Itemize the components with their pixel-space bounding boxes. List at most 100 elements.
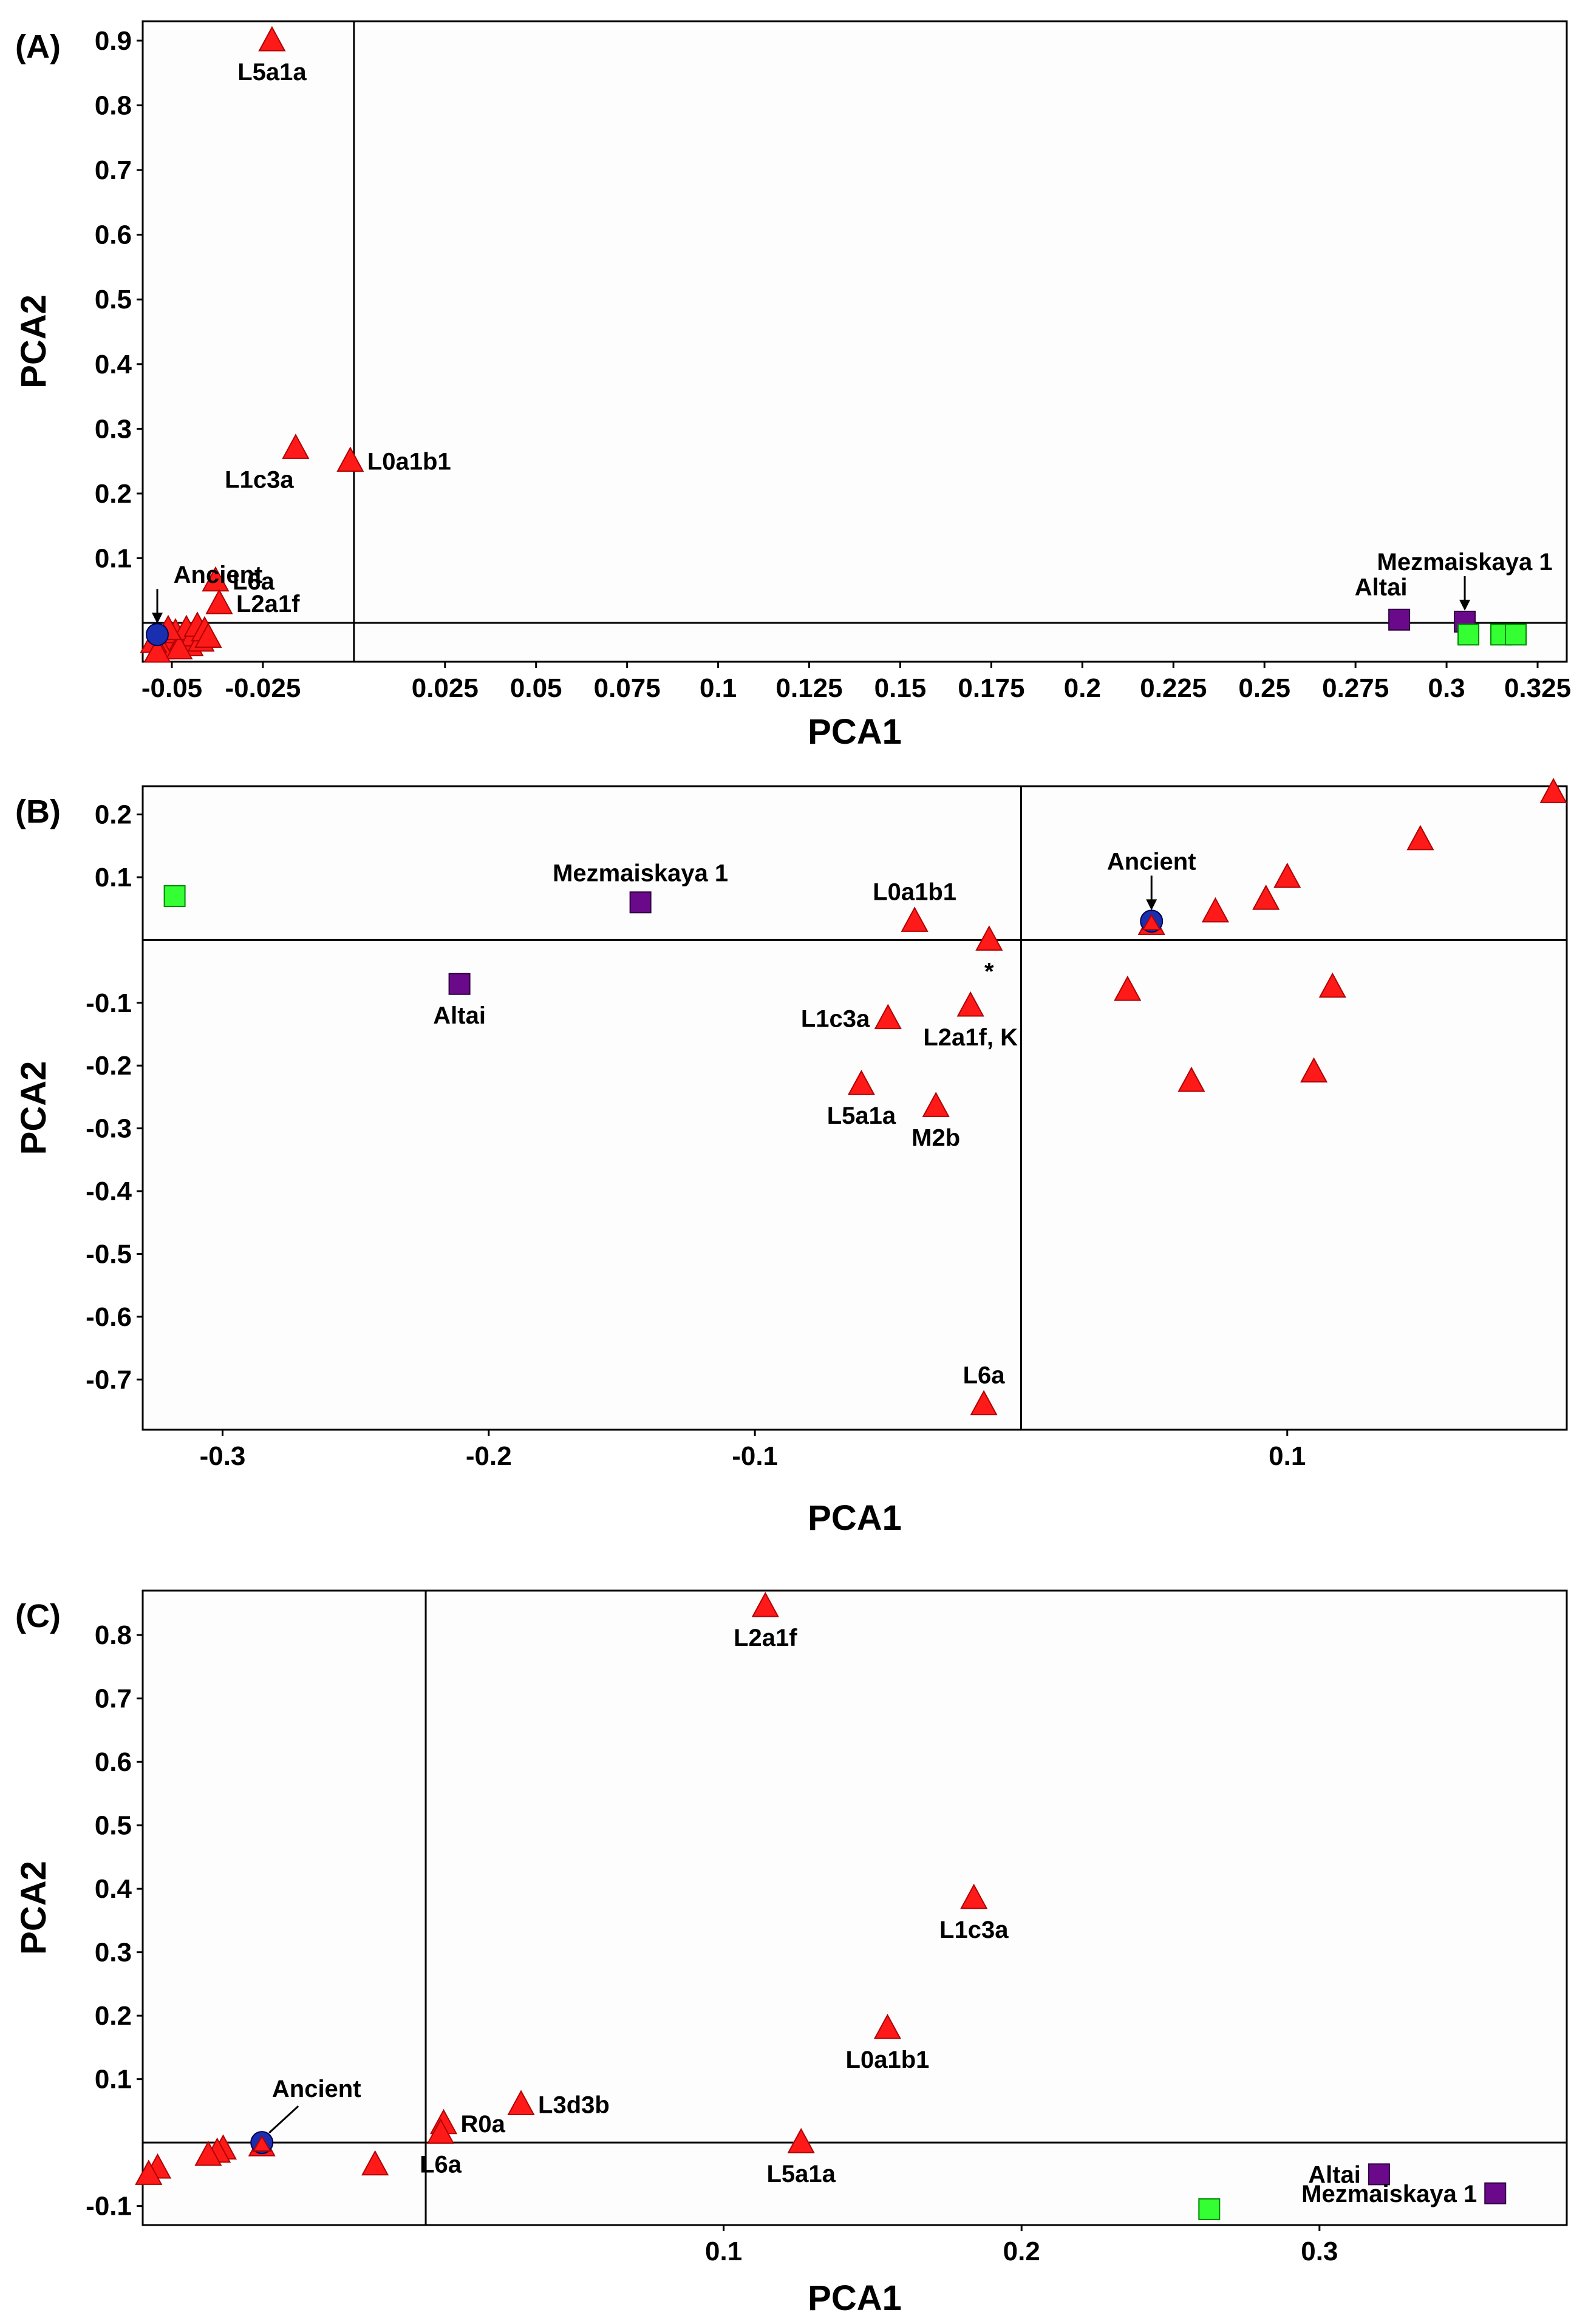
- modern-human-point: [1539, 778, 1567, 803]
- x-tick-label: 0.25: [1238, 673, 1290, 703]
- arrowhead-icon: [1459, 599, 1471, 611]
- point-label: L6a: [233, 568, 275, 595]
- modern-human-point: [975, 925, 1003, 951]
- point-label: L6a: [963, 1362, 1006, 1389]
- modern-human-point: [507, 2090, 535, 2115]
- plot-frame: [141, 785, 1568, 1431]
- label-arrow: [268, 2105, 299, 2134]
- arrowhead-icon: [1146, 899, 1157, 911]
- modern-human-point: [427, 2118, 455, 2144]
- y-axis-label: PCA2: [14, 1861, 53, 1955]
- modern-human-point: [336, 446, 364, 472]
- modern-human-point: [1406, 824, 1434, 851]
- panel-label: (A): [15, 29, 61, 65]
- point-label: L1c3a: [939, 1917, 1009, 1943]
- panel-a: (A) -0.05 -0.025 0.025 0.05 0.075 0.1 0.125 0.15…: [14, 20, 1571, 752]
- x-tick-label: 0.15: [874, 673, 927, 703]
- y-tick-label: 0.2: [95, 2001, 132, 2031]
- y-tick-label: 0.7: [95, 155, 132, 185]
- modern-human-point: [143, 637, 171, 663]
- y-tick-label: 0.2: [95, 800, 132, 830]
- x-tick-label: 0.125: [775, 673, 842, 703]
- x-tick-label: 0.275: [1322, 673, 1389, 703]
- point-label: Ancient: [174, 562, 263, 588]
- point-label: L0a1b1: [846, 2047, 930, 2073]
- point-label: Mezmaiskaya 1: [553, 860, 728, 886]
- modern-human-point: [1300, 1057, 1328, 1083]
- y-tick-label: -0.1: [86, 988, 132, 1018]
- modern-human-point: [258, 25, 286, 52]
- point-label: L3d3b: [538, 2091, 610, 2118]
- x-tick-label: 0.075: [594, 673, 661, 703]
- x-tick-label: -0.2: [466, 1441, 512, 1471]
- modern-human-point: [970, 1390, 998, 1416]
- modern-human-point: [1142, 914, 1161, 931]
- neanderthal-point: [1388, 608, 1411, 631]
- neanderthal-point: [1484, 2182, 1507, 2204]
- point-label: L5a1a: [766, 2161, 836, 2187]
- modern-human-point: [956, 991, 984, 1017]
- y-tick-label: -0.6: [86, 1302, 132, 1332]
- modern-human-point: [1252, 885, 1280, 910]
- modern-human-point: [901, 906, 929, 932]
- point-label: Ancient: [272, 2076, 361, 2102]
- y-tick-label: -0.2: [86, 1051, 132, 1081]
- y-tick-label: 0.5: [95, 1811, 132, 1841]
- point-label: L5a1a: [827, 1103, 896, 1129]
- arrowhead-icon: [151, 613, 163, 624]
- modern-human-point: [202, 566, 230, 592]
- point-label: Ancient: [1107, 848, 1196, 875]
- modern-human-point: [873, 2013, 902, 2039]
- x-tick-label: 0.225: [1140, 673, 1207, 703]
- denisovan-point: [1457, 623, 1480, 646]
- y-tick-label: 0.7: [95, 1684, 132, 1714]
- x-tick-label: 0.025: [412, 673, 479, 703]
- y-tick-label: 0.5: [95, 285, 132, 314]
- plot-frame: [141, 1589, 1568, 2226]
- point-label: L2a1f: [734, 1625, 797, 1651]
- panel-b: (B) -0.3 -0.2 -0.1 0.1 0.2 0.1 -0.1 -0.2 -0.3 -0.4…: [14, 778, 1568, 1538]
- point-label: M2b: [912, 1124, 960, 1151]
- modern-human-point: [787, 2128, 815, 2153]
- x-tick-label: 0.1: [1269, 1441, 1306, 1471]
- point-label: Altai: [1355, 574, 1408, 601]
- y-tick-label: -0.5: [86, 1239, 132, 1269]
- modern-human-point: [165, 634, 193, 660]
- point-label: *: [984, 958, 994, 985]
- neanderthal-point: [629, 891, 652, 914]
- x-tick-label: -0.3: [200, 1441, 246, 1471]
- y-tick-label: 0.6: [95, 220, 132, 250]
- modern-human-point: [751, 1592, 779, 1617]
- x-tick-label: 0.05: [510, 673, 562, 703]
- ancient-point: [145, 623, 169, 647]
- denisovan-point: [1505, 623, 1527, 646]
- y-axis-label: PCA2: [14, 1061, 53, 1155]
- x-tick-label: -0.1: [732, 1441, 778, 1471]
- modern-human-point: [194, 2140, 222, 2166]
- x-axis-label: PCA1: [808, 1498, 902, 1538]
- x-tick-label: 0.175: [958, 673, 1024, 703]
- point-label: L2a1f, K: [923, 1024, 1018, 1051]
- modern-human-point: [361, 2150, 389, 2176]
- modern-human-point: [960, 1883, 988, 1909]
- x-tick-label: 0.2: [1064, 673, 1101, 703]
- point-label: R0a: [460, 2111, 505, 2138]
- modern-human-point: [282, 433, 310, 459]
- y-tick-label: 0.6: [95, 1747, 132, 1777]
- point-label: L6a: [420, 2151, 462, 2178]
- modern-human-point: [205, 588, 233, 614]
- neanderthal-point: [1368, 2163, 1390, 2186]
- modern-human-point: [1114, 976, 1142, 1001]
- point-label: L0a1b1: [367, 449, 451, 475]
- x-tick-label: 0.1: [705, 2237, 742, 2266]
- point-label: L2a1f: [236, 591, 300, 617]
- modern-human-point: [1177, 1066, 1205, 1092]
- y-axis-label: PCA2: [14, 294, 53, 389]
- denisovan-point: [1198, 2198, 1221, 2220]
- y-tick-label: -0.3: [86, 1114, 132, 1144]
- x-tick-label: 0.325: [1504, 673, 1571, 703]
- point-label: L0a1b1: [873, 878, 956, 905]
- y-tick-label: 0.8: [95, 1620, 132, 1650]
- modern-human-point: [135, 2159, 163, 2185]
